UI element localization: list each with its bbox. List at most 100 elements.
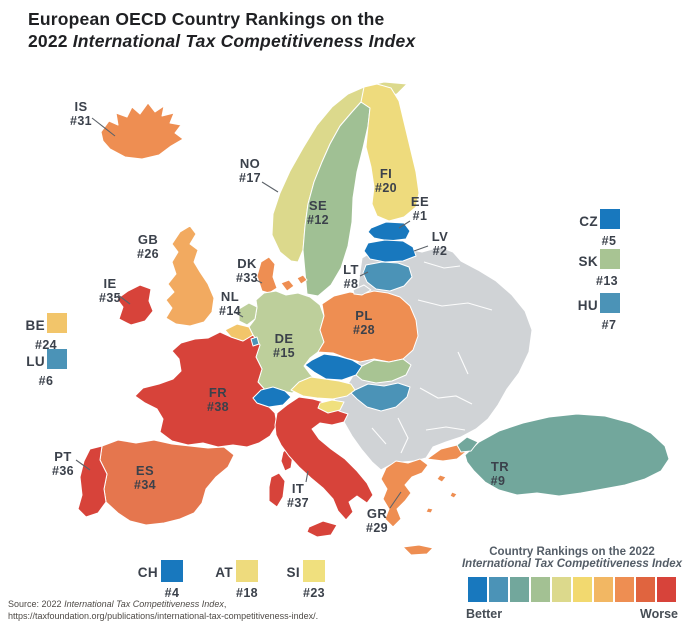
svg-text:AT: AT — [215, 565, 233, 580]
svg-text:IE: IE — [103, 276, 116, 291]
page-title: European OECD Country Rankings on the 20… — [28, 8, 415, 52]
svg-text:GB: GB — [138, 232, 158, 247]
country-label-it: IT #37 — [287, 481, 309, 510]
svg-text:#9: #9 — [491, 474, 506, 488]
country-shape-fi — [360, 83, 420, 222]
leader-line-no — [261, 181, 279, 193]
callout-swatch-cz — [600, 209, 620, 229]
svg-text:NL: NL — [221, 289, 239, 304]
country-label-lt: LT #8 — [343, 262, 359, 291]
svg-text:LV: LV — [432, 229, 448, 244]
source-line1: Source: 2022 International Tax Competiti… — [8, 599, 227, 609]
title-line2: 2022 International Tax Competitiveness In… — [28, 30, 415, 52]
svg-text:#24: #24 — [35, 338, 57, 352]
legend-swatch-5 — [552, 577, 571, 602]
leader-line-ie — [117, 294, 131, 305]
svg-text:IS: IS — [74, 99, 87, 114]
legend-swatch-7 — [594, 577, 613, 602]
svg-text:#12: #12 — [307, 213, 329, 227]
country-shape-hu — [350, 382, 411, 412]
svg-text:#26: #26 — [137, 247, 159, 261]
svg-text:#17: #17 — [239, 171, 261, 185]
callout-swatch-be — [47, 313, 67, 333]
svg-text:#38: #38 — [207, 400, 229, 414]
legend-scale-labels: Better Worse — [466, 607, 678, 621]
country-shape-gb — [165, 225, 215, 327]
svg-text:#6: #6 — [39, 374, 54, 388]
svg-text:CZ: CZ — [579, 214, 598, 229]
non-oecd-internal-borders — [371, 261, 493, 454]
country-shape-gr — [380, 458, 429, 528]
svg-text:#8: #8 — [344, 277, 359, 291]
svg-text:DK: DK — [237, 256, 257, 271]
legend-swatch-8 — [615, 577, 634, 602]
legend-color-scale — [468, 577, 676, 602]
svg-text:#4: #4 — [165, 586, 180, 600]
leader-line-lv — [413, 245, 429, 252]
country-shape-at — [290, 376, 356, 400]
country-label-ie: IE #35 — [99, 276, 121, 305]
svg-text:IT: IT — [292, 481, 304, 496]
callout-swatch-lu — [47, 349, 67, 369]
map-labels: IS #31 NO #17 SE #12 FI #20 EE #1 LV #2 — [52, 99, 509, 535]
leader-line-gr — [389, 491, 402, 509]
callout-lu: LU #6 — [26, 349, 67, 388]
svg-text:#28: #28 — [353, 323, 375, 337]
svg-text:ES: ES — [136, 463, 154, 478]
leader-line-nl — [235, 312, 244, 318]
legend: Country Rankings on the 2022 Internation… — [452, 546, 692, 621]
source-note: Source: 2022 International Tax Competiti… — [8, 599, 318, 622]
country-label-pl: PL #28 — [353, 308, 375, 337]
country-shape-lv — [363, 239, 417, 263]
legend-swatch-3 — [510, 577, 529, 602]
country-shape-se — [302, 101, 371, 297]
legend-title-line2: International Tax Competitiveness Index — [461, 558, 683, 570]
legend-better-label: Better — [466, 607, 503, 621]
svg-text:PT: PT — [54, 449, 71, 464]
country-label-ee: EE #1 — [411, 194, 429, 223]
callout-swatch-sk — [600, 249, 620, 269]
title-line2-index-name: International Tax Competitiveness Index — [72, 31, 416, 51]
svg-text:#5: #5 — [602, 234, 617, 248]
leader-line-is — [91, 117, 116, 137]
callout-be: BE #24 — [25, 313, 67, 352]
svg-text:#13: #13 — [596, 274, 618, 288]
callout-sk: SK #13 — [578, 249, 620, 288]
callout-si: SI #23 — [286, 560, 325, 600]
country-shape-lt — [362, 261, 413, 292]
title-line1: European OECD Country Rankings on the — [28, 9, 385, 29]
svg-text:#14: #14 — [219, 304, 241, 318]
country-label-es: ES #34 — [134, 463, 156, 492]
country-label-nl: NL #14 — [219, 289, 241, 318]
svg-text:#7: #7 — [602, 318, 617, 332]
country-label-se: SE #12 — [307, 198, 329, 227]
country-shape-tr — [464, 413, 670, 497]
country-label-no: NO #17 — [239, 156, 261, 185]
country-label-tr: TR #9 — [491, 459, 509, 488]
svg-text:FI: FI — [380, 166, 392, 181]
country-label-dk: DK #33 — [236, 256, 258, 285]
legend-swatch-10 — [657, 577, 676, 602]
leader-line-ee — [398, 220, 411, 229]
svg-text:HU: HU — [578, 298, 598, 313]
svg-text:PL: PL — [355, 308, 372, 323]
country-label-gr: GR #29 — [366, 506, 388, 535]
svg-text:#20: #20 — [375, 181, 397, 195]
legend-title-line1: Country Rankings on the 2022 — [489, 546, 655, 558]
country-label-is: IS #31 — [70, 99, 92, 128]
country-shape-ee — [367, 221, 411, 242]
country-shape-is — [100, 102, 184, 160]
country-shape-nl — [238, 302, 258, 326]
country-label-fi: FI #20 — [375, 166, 397, 195]
svg-text:FR: FR — [209, 385, 227, 400]
callout-swatch-si — [303, 560, 325, 582]
svg-text:#15: #15 — [273, 346, 295, 360]
svg-text:TR: TR — [491, 459, 509, 474]
legend-swatch-9 — [636, 577, 655, 602]
svg-text:SE: SE — [309, 198, 327, 213]
callout-hu: HU #7 — [578, 293, 620, 332]
svg-text:#1: #1 — [413, 209, 428, 223]
country-shape-be — [224, 323, 254, 342]
